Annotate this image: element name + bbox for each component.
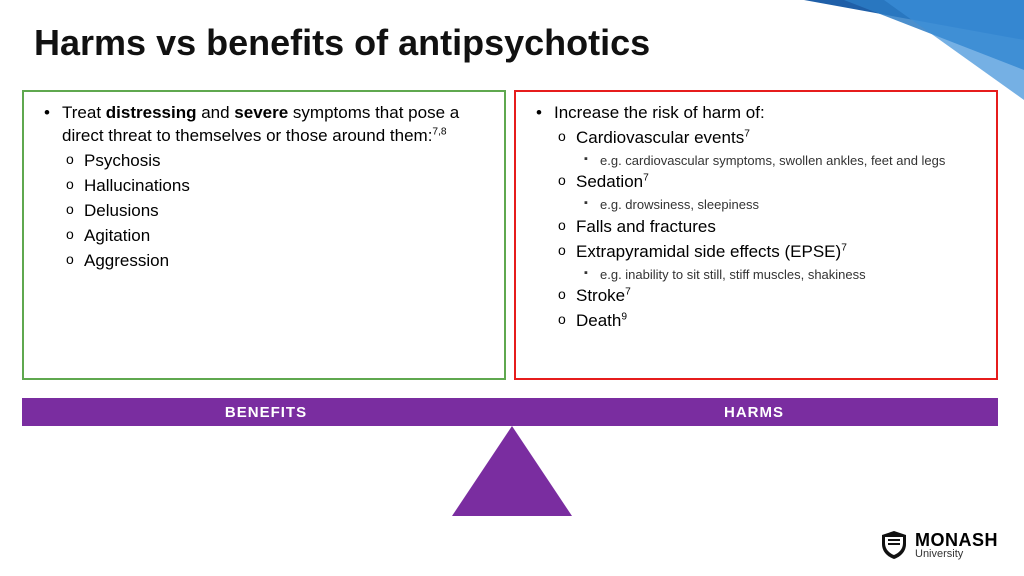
harms-item: Cardiovascular events7 bbox=[530, 127, 982, 150]
harms-box: Increase the risk of harm of: Cardiovasc… bbox=[514, 90, 998, 380]
fulcrum-triangle bbox=[452, 426, 572, 516]
harms-intro: Increase the risk of harm of: bbox=[530, 102, 982, 125]
logo-sub: University bbox=[915, 549, 998, 560]
harms-eg: e.g. inability to sit still, stiff muscl… bbox=[530, 266, 982, 284]
shield-icon bbox=[881, 530, 907, 560]
harms-item: Falls and fractures bbox=[530, 216, 982, 239]
harms-item: Sedation7 bbox=[530, 171, 982, 194]
benefits-item: Delusions bbox=[38, 200, 490, 223]
bar-benefits-label: BENEFITS bbox=[22, 398, 510, 426]
logo-name: MONASH bbox=[915, 531, 998, 549]
harms-eg: e.g. drowsiness, sleepiness bbox=[530, 196, 982, 214]
content-row: Treat distressing and severe symptoms th… bbox=[22, 90, 998, 380]
benefits-item: Aggression bbox=[38, 250, 490, 273]
monash-logo: MONASH University bbox=[881, 530, 998, 560]
benefits-item: Hallucinations bbox=[38, 175, 490, 198]
benefits-item: Agitation bbox=[38, 225, 490, 248]
harms-item: Death9 bbox=[530, 310, 982, 333]
harms-item: Stroke7 bbox=[530, 285, 982, 308]
benefits-item: Psychosis bbox=[38, 150, 490, 173]
benefits-intro: Treat distressing and severe symptoms th… bbox=[38, 102, 490, 148]
harms-item: Extrapyramidal side effects (EPSE)7 bbox=[530, 241, 982, 264]
slide-title: Harms vs benefits of antipsychotics bbox=[34, 22, 650, 64]
harms-eg: e.g. cardiovascular symptoms, swollen an… bbox=[530, 152, 982, 170]
bar-harms-label: HARMS bbox=[510, 398, 998, 426]
balance-bar: BENEFITS HARMS bbox=[22, 398, 998, 426]
benefits-box: Treat distressing and severe symptoms th… bbox=[22, 90, 506, 380]
